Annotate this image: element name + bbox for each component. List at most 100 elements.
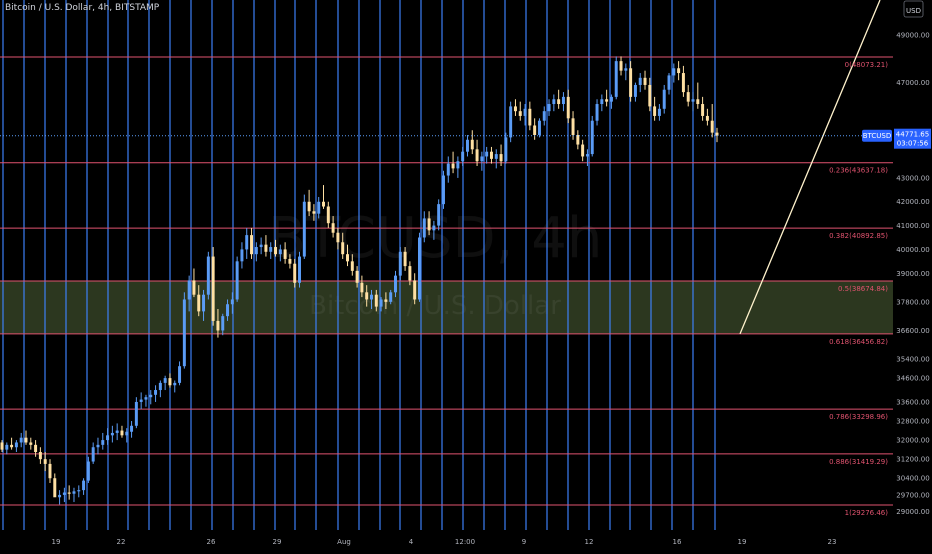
candle-body xyxy=(34,444,38,453)
candle-body xyxy=(72,491,76,494)
last-price-badge: BTCUSD 44771.65 03:07:56 xyxy=(862,128,931,149)
candle-body xyxy=(19,437,23,443)
candle-body xyxy=(206,256,210,295)
candle-body xyxy=(77,490,81,492)
candle-body xyxy=(461,151,465,162)
candle-body xyxy=(370,294,373,300)
candle-body xyxy=(365,292,369,300)
candle-body xyxy=(346,254,349,262)
candle-body xyxy=(38,452,42,460)
price-ticks: 51000.0049000.0047000.0043000.0042000.00… xyxy=(896,31,929,516)
time-tick-label: 4 xyxy=(409,538,414,546)
candle-body xyxy=(408,266,412,281)
candle-body xyxy=(446,163,450,176)
currency-box[interactable] xyxy=(903,0,924,18)
candle-body xyxy=(518,111,522,116)
trend-line[interactable] xyxy=(739,0,881,335)
price-tick-label: 35400.00 xyxy=(896,356,929,364)
price-tick-label: 30400.00 xyxy=(896,475,929,483)
candle-body xyxy=(302,201,306,257)
candle-body xyxy=(58,494,62,498)
candle-body xyxy=(379,299,383,307)
candle-body xyxy=(389,292,393,302)
candle-body xyxy=(43,459,47,464)
candle-body xyxy=(398,251,402,276)
candle-body xyxy=(590,120,594,155)
candle-body xyxy=(317,201,321,214)
candle-body xyxy=(48,463,52,479)
last-price-value: 44771.65 xyxy=(896,131,929,139)
candle-body xyxy=(422,218,426,238)
candle-body xyxy=(187,280,191,300)
time-axis[interactable]: 19 22 26 29 Aug 4 12:00 9 12 16 19 23 xyxy=(0,530,893,550)
candle-body xyxy=(437,204,441,226)
currency-label: USD xyxy=(906,7,921,15)
candle-body xyxy=(475,149,479,162)
candle-body xyxy=(417,237,421,300)
candlesticks xyxy=(0,56,719,505)
candle-body xyxy=(322,201,325,207)
price-tick-label: 33600.00 xyxy=(896,398,929,406)
candle-body xyxy=(619,61,623,71)
time-tick-label: 19 xyxy=(52,538,61,546)
candle-body xyxy=(374,294,378,307)
time-tick-label: 12 xyxy=(585,538,594,546)
candle-body xyxy=(110,432,114,436)
candle-body xyxy=(350,261,354,271)
candle-body xyxy=(715,132,719,136)
candle-body xyxy=(10,444,14,448)
candle-body xyxy=(480,156,484,162)
candle-body xyxy=(62,492,66,495)
candle-body xyxy=(168,378,172,386)
candle-body xyxy=(629,68,633,97)
candle-body xyxy=(653,106,657,116)
time-tick-label: 16 xyxy=(673,538,682,546)
price-tick-label: 41000.00 xyxy=(896,222,929,230)
time-tick-label: 12:00 xyxy=(455,538,475,546)
time-tick-label: Aug xyxy=(337,538,351,546)
fib-level-label: 0.5(38674.84) xyxy=(838,285,888,293)
candle-body xyxy=(595,104,599,121)
candle-body xyxy=(115,430,119,433)
price-axis[interactable]: 51000.0049000.0047000.0043000.0042000.00… xyxy=(893,0,932,550)
fib-level-label: 0.886(31419.29) xyxy=(829,458,888,466)
candle-body xyxy=(657,108,661,116)
candle-body xyxy=(202,294,206,312)
symbol-badge-label: BTCUSD xyxy=(863,132,892,140)
candle-body xyxy=(605,99,609,102)
candle-body xyxy=(283,249,287,259)
candle-body xyxy=(91,447,95,462)
candle-body xyxy=(523,108,527,116)
candle-body xyxy=(355,270,359,283)
candle-body xyxy=(552,99,556,105)
candle-body xyxy=(250,235,254,255)
candle-body xyxy=(216,320,220,331)
price-tick-label: 34600.00 xyxy=(896,375,929,383)
candle-body xyxy=(633,84,637,97)
candle-body xyxy=(192,280,196,295)
candle-body xyxy=(384,299,388,302)
fib-level-label: 0.618(36456.82) xyxy=(829,338,888,346)
price-tick-label: 29700.00 xyxy=(896,491,929,499)
candle-body xyxy=(29,442,33,445)
candle-body xyxy=(298,256,302,283)
time-tick-label: 26 xyxy=(207,538,216,546)
candle-body xyxy=(533,125,537,136)
candle-body xyxy=(139,399,143,402)
candle-body xyxy=(211,256,215,321)
candle-body xyxy=(0,442,4,450)
time-tick-label: 22 xyxy=(117,538,126,546)
price-tick-label: 37800.00 xyxy=(896,298,929,306)
candle-body xyxy=(528,108,532,126)
candle-body xyxy=(130,425,134,432)
candle-body xyxy=(691,99,695,102)
candle-body xyxy=(158,382,162,391)
candle-body xyxy=(173,382,177,386)
candle-body xyxy=(667,75,671,90)
time-ticks: 19 22 26 29 Aug 4 12:00 9 12 16 19 23 xyxy=(52,538,837,546)
candle-body xyxy=(24,437,28,443)
price-tick-label: 32800.00 xyxy=(896,418,929,426)
